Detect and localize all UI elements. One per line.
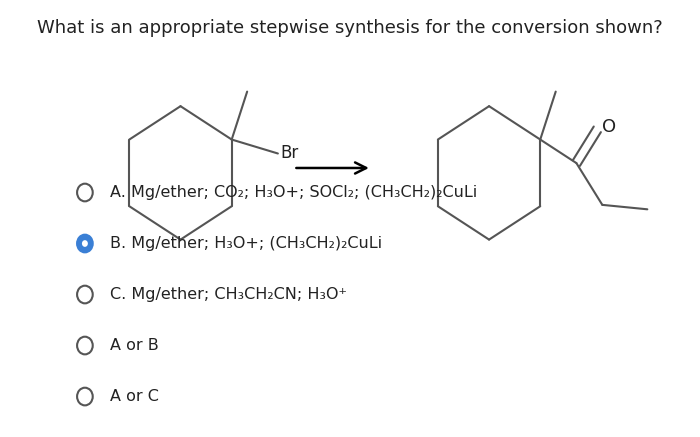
- Text: O: O: [602, 118, 616, 136]
- Circle shape: [77, 184, 92, 201]
- Circle shape: [77, 388, 92, 406]
- Text: C. Mg/ether; CH₃CH₂CN; H₃O⁺: C. Mg/ether; CH₃CH₂CN; H₃O⁺: [110, 287, 347, 302]
- Circle shape: [77, 336, 92, 354]
- Circle shape: [82, 240, 88, 247]
- Text: B. Mg/ether; H₃O+; (CH₃CH₂)₂CuLi: B. Mg/ether; H₃O+; (CH₃CH₂)₂CuLi: [110, 236, 382, 251]
- Text: A or C: A or C: [110, 389, 159, 404]
- Text: Br: Br: [281, 145, 299, 163]
- Circle shape: [77, 286, 92, 303]
- Text: A or B: A or B: [110, 338, 159, 353]
- Circle shape: [77, 235, 92, 252]
- Text: What is an appropriate stepwise synthesis for the conversion shown?: What is an appropriate stepwise synthesi…: [37, 19, 663, 37]
- Text: A. Mg/ether; CO₂; H₃O+; SOCl₂; (CH₃CH₂)₂CuLi: A. Mg/ether; CO₂; H₃O+; SOCl₂; (CH₃CH₂)₂…: [110, 185, 477, 200]
